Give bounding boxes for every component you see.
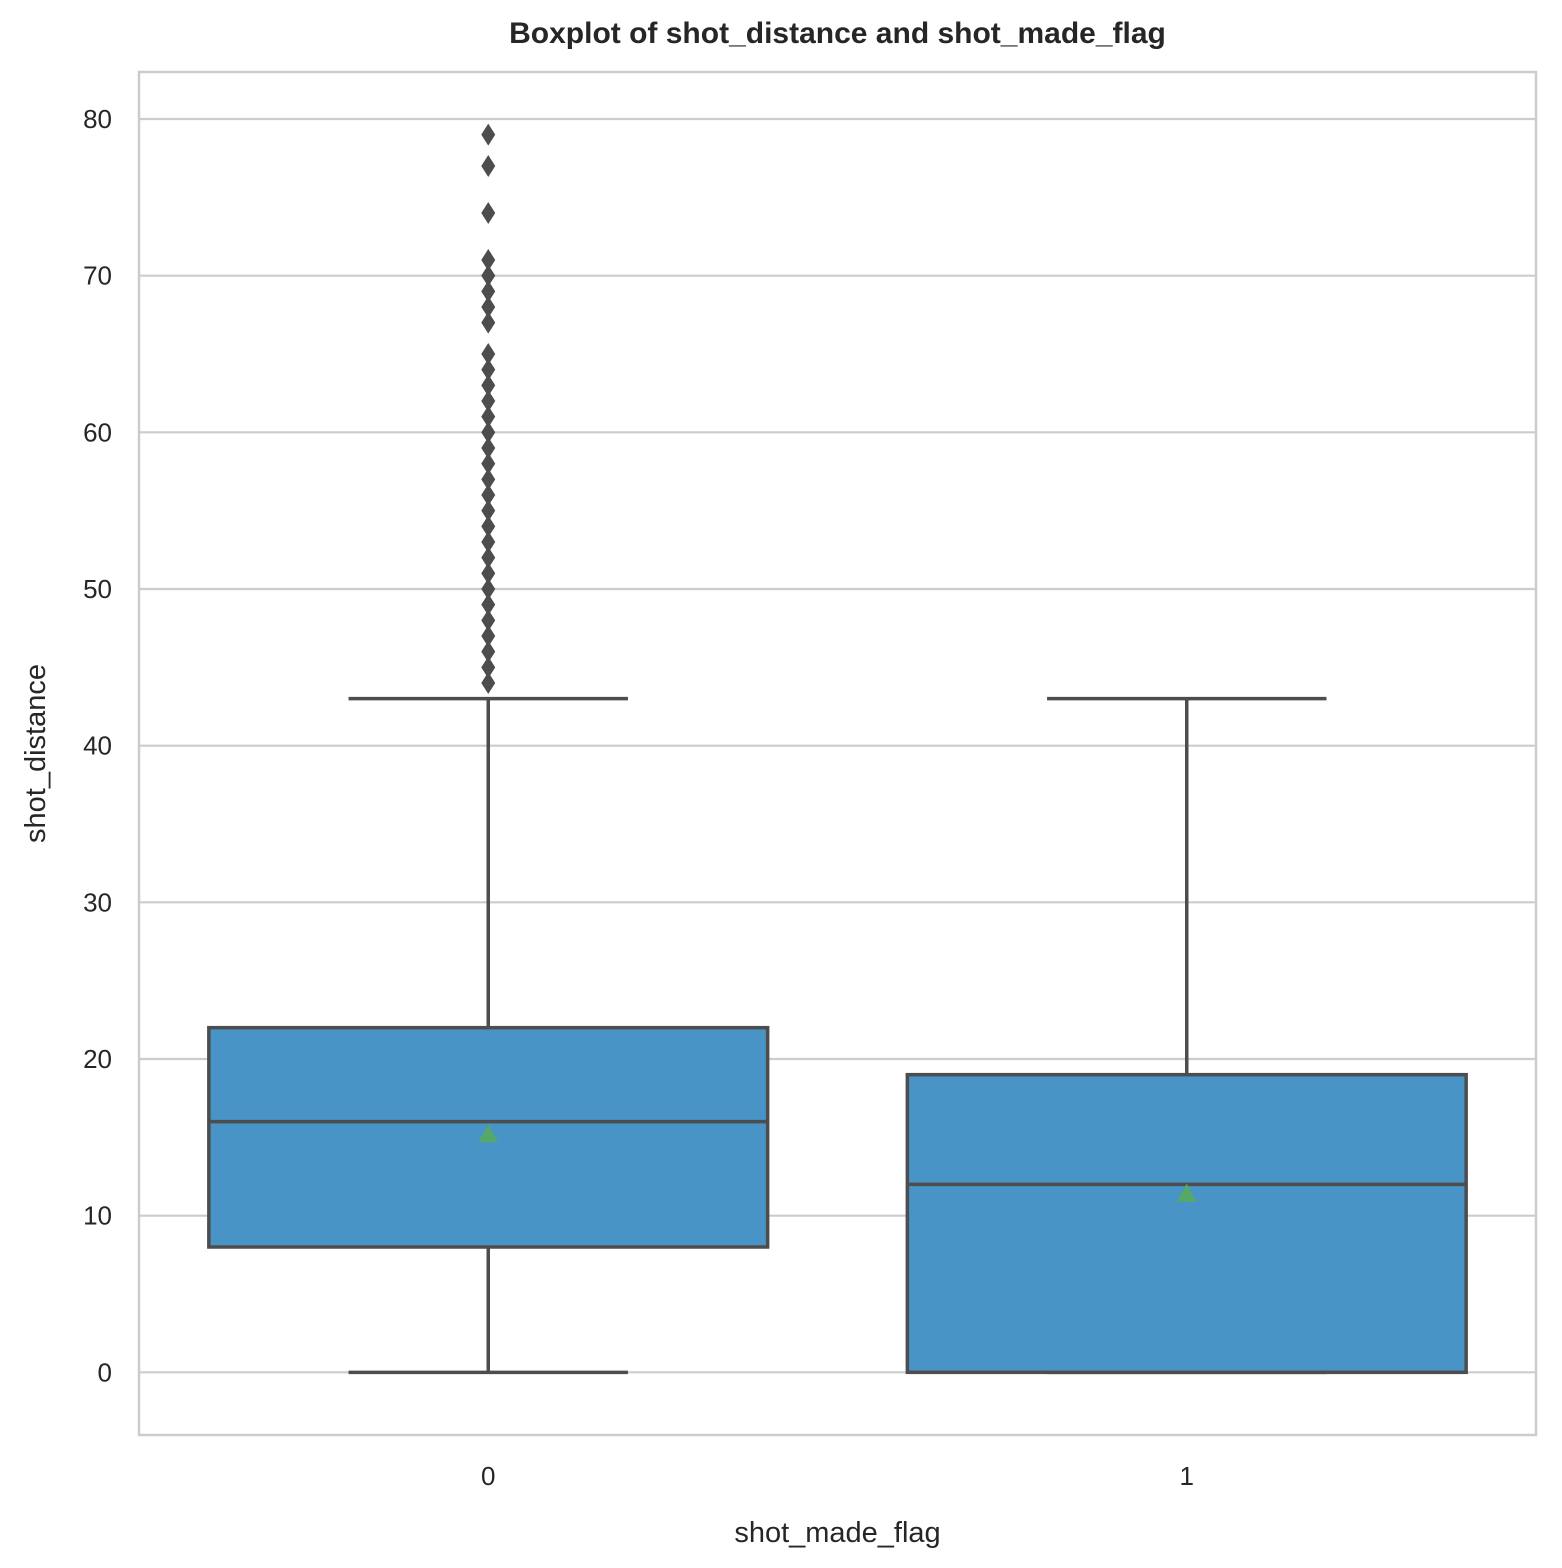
outlier-point xyxy=(481,358,496,381)
outlier-point xyxy=(481,390,496,412)
y-tick-label: 0 xyxy=(98,1357,112,1387)
outlier-point xyxy=(481,640,496,663)
y-tick-label: 30 xyxy=(83,887,112,917)
outlier-point xyxy=(481,656,496,679)
outlier-point xyxy=(481,499,496,522)
outlier-point xyxy=(481,421,496,444)
y-tick-label: 80 xyxy=(83,104,112,134)
tick-layer: 0 10 20 30 40 50 60 70 80 0 1 xyxy=(83,104,1194,1491)
x-axis-label: shot_made_flag xyxy=(734,1517,940,1549)
box-group-0 xyxy=(207,123,770,1375)
y-tick-label: 40 xyxy=(83,731,112,761)
outlier-point xyxy=(481,484,496,506)
outlier-point xyxy=(481,578,496,600)
y-tick-label: 50 xyxy=(83,574,112,604)
outlier-point xyxy=(481,562,496,585)
plot-layer xyxy=(207,123,1468,1375)
mean-marker xyxy=(478,1124,499,1143)
outlier-point xyxy=(481,593,496,616)
outlier-point xyxy=(481,452,496,475)
y-tick-label: 60 xyxy=(83,417,112,447)
outlier-point xyxy=(481,343,496,365)
y-tick-label: 10 xyxy=(83,1201,112,1231)
box-group-1 xyxy=(905,696,1468,1375)
mean-marker xyxy=(1176,1183,1197,1202)
y-tick-label: 70 xyxy=(83,261,112,291)
outlier-point xyxy=(481,264,496,287)
outlier-point xyxy=(481,405,496,428)
outlier-point xyxy=(481,609,496,632)
outlier-point xyxy=(481,468,496,491)
outlier-point xyxy=(481,280,496,303)
y-axis-label: shot_distance xyxy=(20,664,52,843)
outlier-point xyxy=(481,531,496,553)
plot-frame xyxy=(137,70,1538,1437)
outlier-point xyxy=(481,672,496,694)
box xyxy=(905,1072,1468,1375)
chart-title: Boxplot of shot_distance and shot_made_f… xyxy=(509,17,1166,50)
outlier-point xyxy=(481,437,496,459)
outlier-point xyxy=(481,625,496,647)
outlier-point xyxy=(481,249,496,271)
outlier-point xyxy=(481,374,496,397)
outlier-point xyxy=(481,155,496,177)
x-tick-label: 1 xyxy=(1180,1461,1194,1491)
outlier-point xyxy=(481,311,496,334)
outlier-point xyxy=(481,202,496,224)
x-tick-label: 0 xyxy=(481,1461,495,1491)
outlier-point xyxy=(481,546,496,569)
outlier-point xyxy=(481,123,496,146)
y-tick-label: 20 xyxy=(83,1044,112,1074)
outlier-point xyxy=(481,296,496,318)
outlier-point xyxy=(481,515,496,538)
